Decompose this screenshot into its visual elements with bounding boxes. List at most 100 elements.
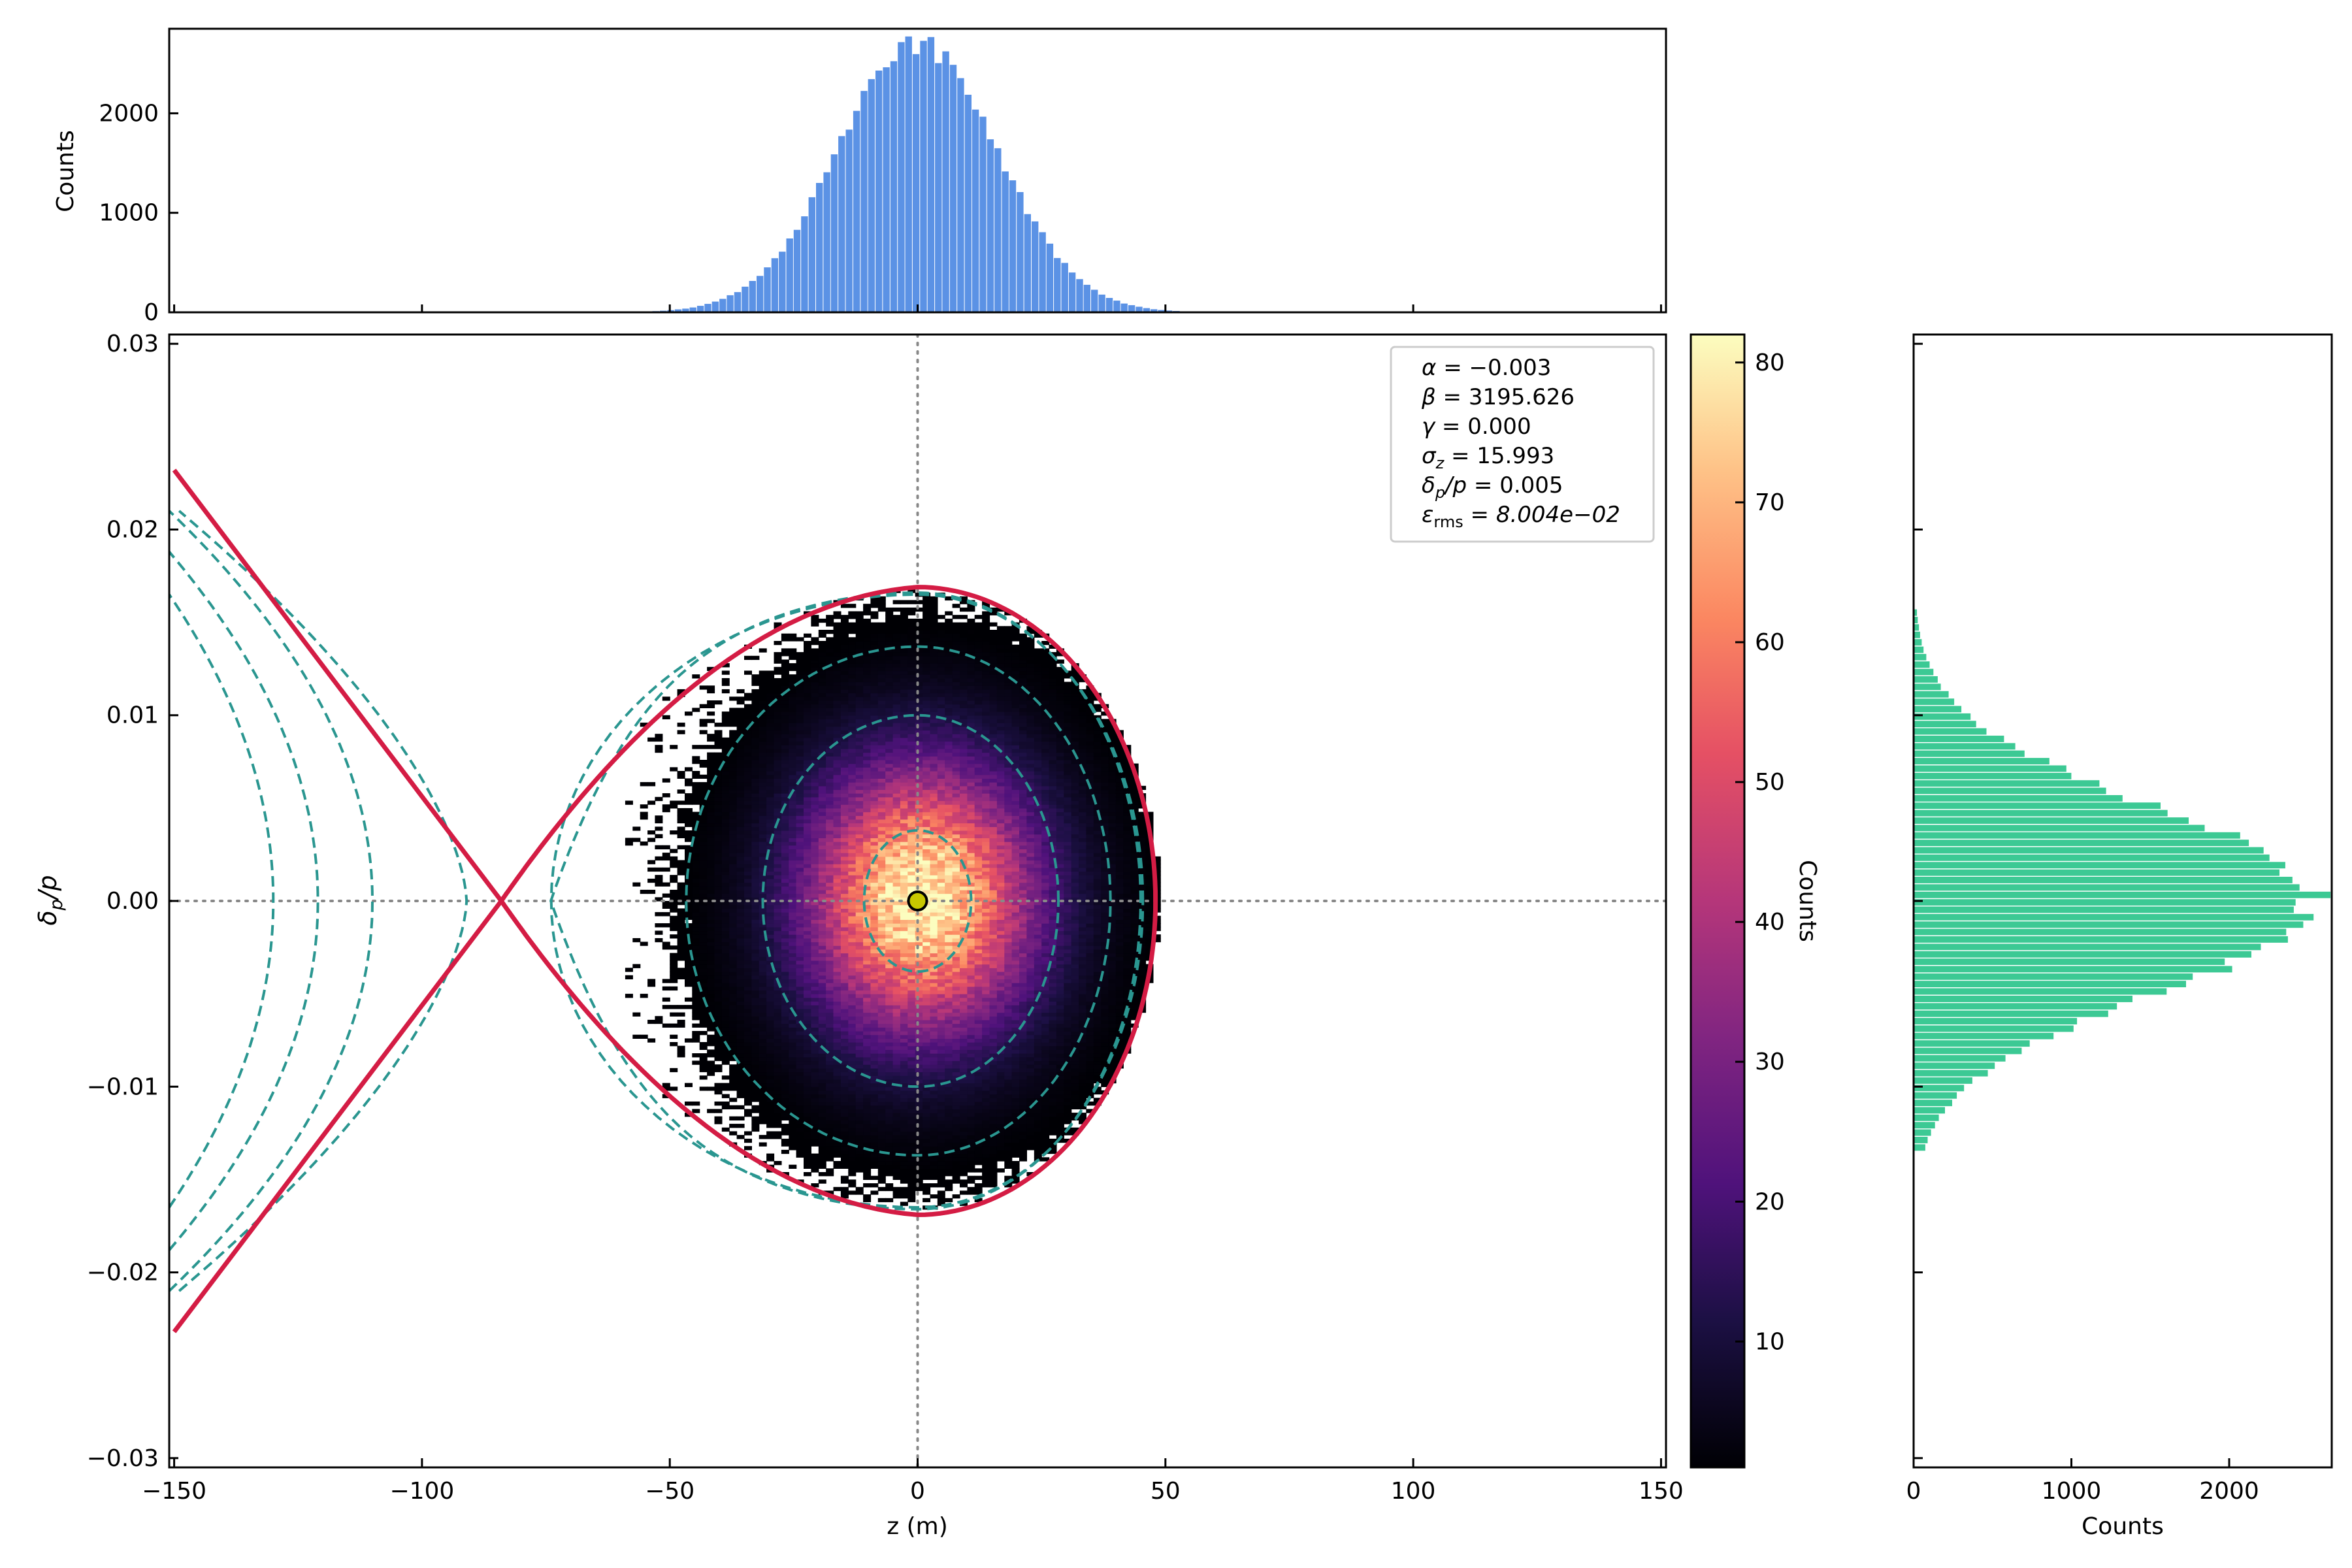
heatmap-cell bbox=[937, 923, 945, 928]
heatmap-cell bbox=[937, 1175, 945, 1180]
heatmap-cell bbox=[811, 915, 819, 920]
heatmap-cell bbox=[729, 968, 738, 972]
heatmap-cell bbox=[907, 1016, 916, 1021]
heatmap-cell bbox=[937, 979, 945, 983]
heatmap-cell bbox=[863, 1049, 872, 1054]
heatmap-cell bbox=[892, 756, 901, 760]
heatmap-cell bbox=[848, 1045, 857, 1050]
heatmap-cell bbox=[707, 1038, 715, 1043]
heatmap-cell bbox=[751, 800, 760, 805]
heatmap-cell bbox=[892, 856, 901, 861]
heatmap-cell bbox=[781, 960, 789, 965]
heatmap-cell bbox=[937, 849, 945, 853]
heatmap-cell bbox=[692, 901, 700, 906]
heatmap-cell bbox=[692, 1031, 700, 1036]
heatmap-cell bbox=[766, 979, 775, 983]
heatmap-cell bbox=[796, 819, 804, 824]
heatmap-cell bbox=[759, 745, 767, 749]
top-histogram-bar bbox=[905, 36, 912, 312]
heatmap-cell bbox=[870, 1049, 879, 1054]
heatmap-cell bbox=[759, 893, 767, 898]
heatmap-cell bbox=[892, 864, 901, 868]
heatmap-cell bbox=[818, 1049, 826, 1054]
heatmap-cell bbox=[855, 1190, 864, 1195]
heatmap-cell bbox=[855, 893, 864, 898]
heatmap-cell bbox=[766, 1068, 775, 1073]
heatmap-cell bbox=[796, 815, 804, 820]
heatmap-cell bbox=[655, 796, 663, 802]
heatmap-cell bbox=[818, 997, 826, 1002]
heatmap-cell bbox=[781, 838, 789, 842]
heatmap-cell bbox=[789, 693, 797, 697]
heatmap-cell bbox=[692, 871, 700, 875]
heatmap-cell bbox=[714, 785, 723, 791]
heatmap-cell bbox=[885, 949, 894, 954]
heatmap-cell bbox=[907, 845, 916, 849]
heatmap-cell bbox=[900, 600, 908, 604]
heatmap-cell bbox=[840, 912, 849, 917]
heatmap-cell bbox=[848, 748, 857, 753]
heatmap-cell bbox=[937, 901, 945, 906]
heatmap-cell bbox=[781, 1075, 789, 1080]
heatmap-cell bbox=[744, 1086, 752, 1091]
heatmap-cell bbox=[900, 693, 908, 697]
heatmap-cell bbox=[855, 800, 864, 805]
phase-space-heatmap bbox=[625, 589, 1161, 1210]
heatmap-cell bbox=[729, 1031, 738, 1036]
heatmap-cell bbox=[930, 986, 938, 991]
heatmap-cell bbox=[900, 1116, 908, 1120]
heatmap-cell bbox=[923, 1053, 931, 1058]
heatmap-cell bbox=[863, 901, 872, 906]
heatmap-cell bbox=[789, 1060, 797, 1065]
heatmap-cell bbox=[692, 800, 700, 805]
heatmap-cell bbox=[774, 622, 782, 627]
heatmap-cell bbox=[670, 923, 678, 928]
heatmap-cell bbox=[774, 1161, 782, 1166]
heatmap-cell bbox=[729, 767, 738, 772]
heatmap-cell bbox=[736, 748, 745, 753]
heatmap-cell bbox=[811, 990, 819, 994]
heatmap-cell bbox=[699, 934, 708, 939]
heatmap-cell bbox=[721, 670, 730, 675]
heatmap-cell bbox=[930, 915, 938, 920]
heatmap-cell bbox=[840, 796, 849, 802]
heatmap-cell bbox=[751, 789, 760, 794]
heatmap-cell bbox=[848, 782, 857, 787]
heatmap-cell bbox=[877, 1161, 886, 1166]
heatmap-cell bbox=[685, 897, 693, 902]
heatmap-cell bbox=[915, 655, 923, 661]
heatmap-cell bbox=[892, 1008, 901, 1013]
heatmap-cell bbox=[937, 789, 945, 794]
heatmap-cell bbox=[937, 964, 945, 968]
heatmap-cell bbox=[744, 1038, 752, 1043]
heatmap-cell bbox=[670, 1042, 678, 1047]
heatmap-cell bbox=[729, 737, 738, 742]
heatmap-cell bbox=[885, 1090, 894, 1095]
heatmap-cell bbox=[662, 1094, 670, 1098]
heatmap-cell bbox=[937, 949, 945, 954]
heatmap-cell bbox=[774, 1116, 782, 1120]
heatmap-cell bbox=[751, 1090, 760, 1095]
heatmap-cell bbox=[714, 968, 723, 972]
heatmap-cell bbox=[848, 641, 857, 645]
heatmap-cell bbox=[833, 622, 841, 627]
heatmap-cell bbox=[811, 972, 819, 976]
heatmap-cell bbox=[818, 853, 826, 857]
heatmap-cell bbox=[804, 930, 811, 935]
heatmap-cell bbox=[907, 719, 916, 723]
heatmap-cell bbox=[729, 774, 738, 779]
heatmap-cell bbox=[877, 1056, 886, 1062]
heatmap-cell bbox=[833, 889, 841, 894]
heatmap-cell bbox=[774, 1042, 782, 1047]
heatmap-cell bbox=[833, 652, 841, 657]
heatmap-cell bbox=[796, 693, 804, 697]
heatmap-cell bbox=[796, 1127, 804, 1132]
heatmap-cell bbox=[811, 926, 819, 932]
heatmap-cell bbox=[662, 945, 670, 950]
heatmap-cell bbox=[789, 926, 797, 932]
heatmap-cell bbox=[840, 923, 849, 928]
heatmap-cell bbox=[804, 723, 811, 727]
heatmap-cell bbox=[855, 1053, 864, 1058]
heatmap-cell bbox=[900, 815, 908, 820]
heatmap-cell bbox=[930, 752, 938, 757]
